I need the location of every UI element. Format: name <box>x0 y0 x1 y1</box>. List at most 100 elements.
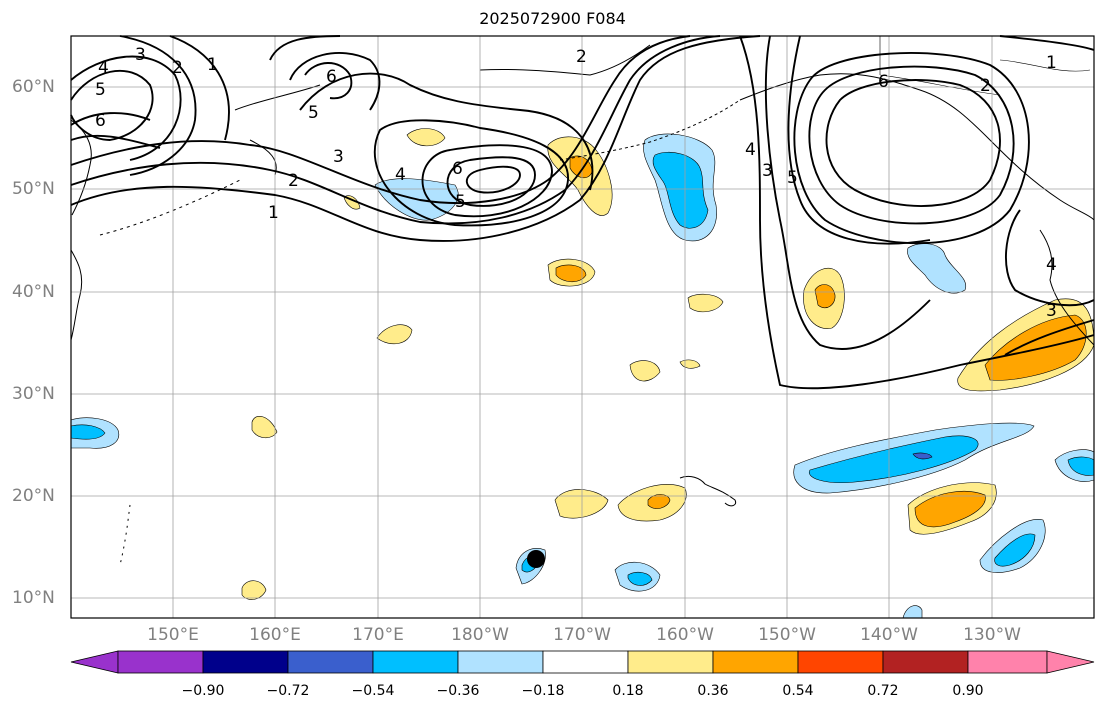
lon-label-140w: 140°W <box>860 625 918 645</box>
contour-c-7 <box>304 62 353 100</box>
contour-label-group: 3 2 1 4 5 6 6 5 3 2 1 4 6 5 2 4 3 5 6 2 … <box>95 45 1057 321</box>
coast-aleutians <box>559 99 741 161</box>
patch-yellow-20n-a <box>554 489 609 519</box>
contour-label: 4 <box>1046 255 1057 275</box>
contour-label: 5 <box>308 103 319 123</box>
contour-label: 5 <box>95 80 106 100</box>
contour-e-2 <box>808 65 1015 225</box>
contour-label: 3 <box>762 161 773 181</box>
lon-label-170e: 170°E <box>352 625 404 645</box>
contour-label: 2 <box>980 76 991 96</box>
lat-label-20n: 20°N <box>12 486 55 506</box>
lon-label-160e: 160°E <box>249 625 301 645</box>
patch-blue-mid-12n <box>627 571 653 586</box>
lat-label-50n: 50°N <box>12 179 55 199</box>
colorbar-arrow-right <box>1046 650 1095 674</box>
colorbar-tick-label: 0.54 <box>782 683 814 699</box>
colorbar-cell <box>797 650 884 674</box>
patch-yellow-158e <box>251 415 278 439</box>
contours <box>70 35 1095 390</box>
contour-label: 5 <box>455 192 466 212</box>
lon-label-180w: 180°W <box>451 625 509 645</box>
colorbar-cell <box>117 650 204 674</box>
lon-label-170w: 170°W <box>553 625 611 645</box>
storm-center-marker <box>527 550 545 568</box>
contour-label: 1 <box>1046 53 1057 73</box>
colorbar-tick-label: −0.54 <box>351 683 395 699</box>
colorbar-cell <box>627 650 714 674</box>
colorbar-tick-label: 0.36 <box>697 683 729 699</box>
coast-alaska-south <box>739 73 1095 221</box>
colorbar-cell <box>542 650 629 674</box>
contour-label: 6 <box>452 159 463 179</box>
contour-e-4 <box>787 35 931 245</box>
contour-label: 6 <box>878 72 889 92</box>
contour-label: 4 <box>745 140 756 160</box>
contour-nw-loop1 <box>70 69 154 141</box>
contour-label: 6 <box>95 111 106 131</box>
lat-label-10n: 10°N <box>12 588 55 608</box>
contour-ne-nest1 <box>70 134 161 149</box>
coastlines <box>70 36 1095 566</box>
map-title: 2025072900 F084 <box>479 9 626 28</box>
patch-blue-bottom <box>902 605 923 619</box>
patch-orange-40n <box>555 264 587 283</box>
contour-label: 5 <box>787 168 798 188</box>
contour-west-2 <box>70 35 721 225</box>
patch-blue-mid-aleut <box>652 151 709 229</box>
contour-label: 2 <box>576 47 587 67</box>
patch-blue-mid-15n <box>994 533 1036 567</box>
contour-label: 2 <box>288 171 299 191</box>
colorbar-tick-label: −0.72 <box>266 683 310 699</box>
patch-yellow-small-35 <box>629 360 661 382</box>
contour-label: 4 <box>395 165 406 185</box>
coast-kurils <box>99 179 241 236</box>
patch-yellow-37 <box>376 324 413 345</box>
contour-nw-loop2 <box>70 55 182 161</box>
contour-label: 6 <box>326 67 337 87</box>
contour-label: 3 <box>1046 301 1057 321</box>
colorbar-cell <box>882 650 969 674</box>
lat-label-30n: 30°N <box>12 384 55 404</box>
colorbar-cell <box>372 650 459 674</box>
colorbar-tick-label: −0.18 <box>521 683 565 699</box>
contour-e-1 <box>825 79 1001 207</box>
contour-west-1 <box>70 35 761 242</box>
colorbar-tick-label: 0.72 <box>867 683 899 699</box>
lat-label-60n: 60°N <box>12 77 55 97</box>
lon-label-130w: 130°W <box>963 625 1021 645</box>
colorbar-cell <box>202 650 289 674</box>
contour-c-1 <box>465 165 521 194</box>
contour-nw-loop4 <box>169 35 230 141</box>
lon-label-150e: 150°E <box>147 625 199 645</box>
contour-nw-loop3 <box>119 35 197 176</box>
contour-e-3 <box>793 52 1030 245</box>
contour-label: 3 <box>333 147 344 167</box>
patch-yellow-155w <box>687 293 724 313</box>
patch-blue-light-140w <box>907 243 967 294</box>
contour-e-8 <box>1005 209 1095 307</box>
contour-ne-nest2 <box>70 112 151 126</box>
colorbar-tick-label: −0.90 <box>181 683 225 699</box>
patch-orange-20n-c <box>914 490 986 528</box>
map-frame <box>70 35 1095 619</box>
patch-yellow-small-nw <box>406 128 446 147</box>
colorbar-cell <box>712 650 799 674</box>
colorbar-tick-label: 0.18 <box>612 683 644 699</box>
coast-asia-west <box>70 249 83 341</box>
contour-label: 2 <box>172 58 183 78</box>
patch-blue-mid-25n <box>808 435 979 483</box>
colorbar-tick-label: 0.90 <box>952 683 984 699</box>
contour-e-5 <box>764 35 931 350</box>
contour-e-7 <box>999 35 1095 51</box>
contour-west-3 <box>70 35 691 205</box>
patch-purple-25n <box>912 452 933 460</box>
colorbar-cell <box>287 650 374 674</box>
colorbar-tick-label: −0.36 <box>436 683 480 699</box>
contour-label: 4 <box>98 58 109 78</box>
colorbar-arrow-left <box>70 650 119 674</box>
patch-blue-mid-west25 <box>70 424 106 440</box>
contour-c-3 <box>421 144 553 218</box>
colorbar-cell <box>457 650 544 674</box>
